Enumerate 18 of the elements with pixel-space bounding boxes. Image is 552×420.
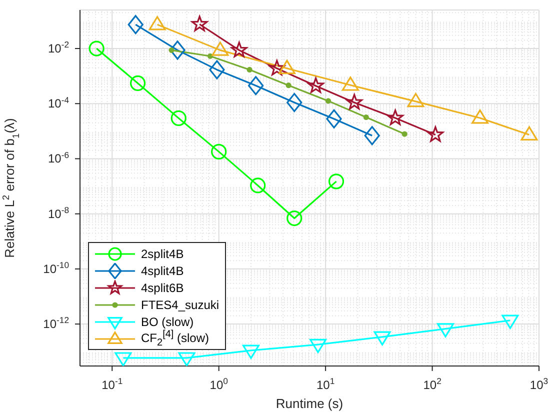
legend-label: BO (slow): [141, 314, 194, 328]
x-tick-label: 10$^{2}$: [423, 376, 442, 392]
x-tick-label: 10$^{-1}$: [102, 376, 123, 392]
x-tick-label: 10$^{1}$: [316, 376, 335, 392]
legend-label: 2split4B: [141, 246, 184, 260]
y-tick-label: 10$^{-12}$: [43, 315, 70, 332]
y-tick-label: 10$^{-10}$: [43, 260, 70, 276]
x-tick-label: 10$^{3}$: [530, 376, 548, 392]
y-tick-label: 10$^{-2}$: [48, 40, 70, 56]
y-tick-label: 10$^{-6}$: [48, 150, 70, 166]
y-tick-label: 10$^{-4}$: [48, 94, 70, 111]
x-axis-title: Runtime (s): [276, 396, 344, 411]
legend-label: 4split6B: [141, 280, 184, 294]
legend-label: FTES4_suzuki: [141, 298, 220, 312]
legend-label: 4split4B: [141, 264, 184, 278]
x-tick-label: 10$^{0}$: [210, 376, 228, 392]
legend-label: CF$_{2}$$^{[4]}$ (slow): [141, 328, 210, 348]
y-tick-label: 10$^{-8}$: [48, 205, 70, 221]
